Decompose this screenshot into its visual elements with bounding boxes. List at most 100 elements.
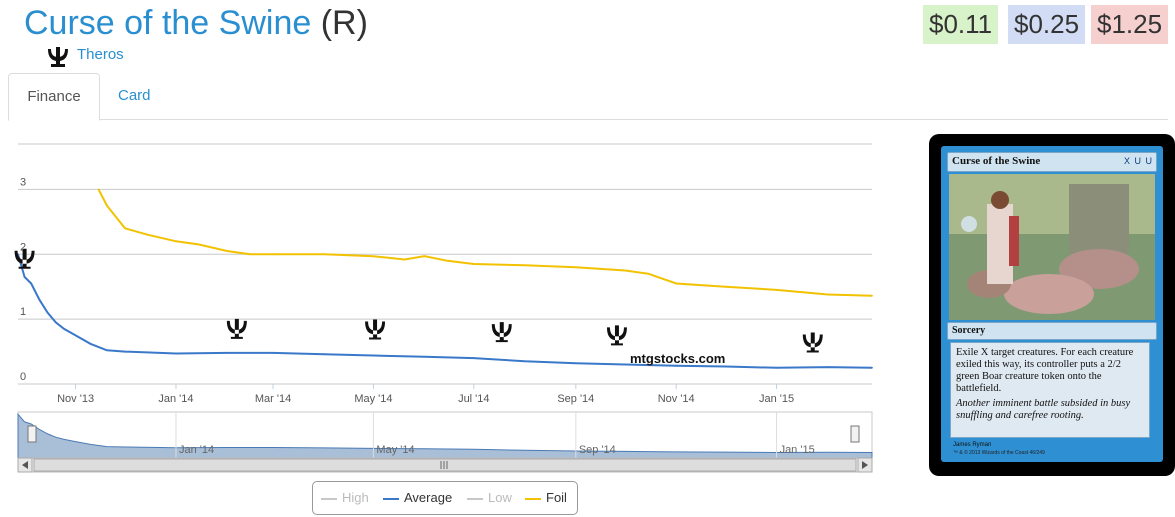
y-tick-label: 1: [20, 306, 26, 318]
data-point-average: [46, 311, 49, 314]
legend-label-foil: Foil: [546, 490, 567, 505]
data-point-foil: [523, 264, 526, 267]
data-point-average: [523, 360, 526, 363]
x-tick-label: Sep '14: [557, 393, 594, 405]
series-line-foil: [97, 188, 873, 297]
data-point-foil: [249, 253, 251, 256]
data-point-average: [89, 342, 92, 345]
data-point-foil: [871, 294, 873, 297]
data-point-average: [323, 353, 325, 356]
data-point-average: [38, 298, 41, 301]
data-point-average: [675, 364, 678, 367]
scrollbar-grip-icon: [440, 461, 448, 469]
x-tick-label: Jan '14: [158, 393, 193, 405]
navigator-tick-label: Jan '14: [179, 444, 214, 456]
x-tick-label: Jan '15: [759, 393, 794, 405]
card-image-flavor-text: Another imminent battle subsided in busy…: [956, 398, 1131, 421]
x-tick-label: Nov '13: [57, 393, 94, 405]
card-rarity: (R): [320, 4, 368, 42]
data-point-foil: [147, 233, 149, 236]
x-tick-label: May '14: [354, 393, 392, 405]
m15-set-icon: [491, 322, 512, 343]
data-point-average: [63, 327, 65, 330]
card-image-text-box: Exile X target creatures. For each creat…: [950, 342, 1150, 438]
scrollbar-left-arrow-icon: [22, 461, 28, 469]
card-image-copyright: ™ & © 2013 Wizards of the Coast 46/249: [953, 450, 1045, 456]
set-link[interactable]: Theros: [77, 46, 124, 63]
price-high-badge: $1.25: [1091, 5, 1169, 44]
navigator-handle-right[interactable]: [850, 425, 860, 443]
scrollbar-thumb[interactable]: [33, 458, 857, 472]
card-image-artist: James Ryman: [953, 442, 992, 448]
card-image-name: Curse of the Swine: [952, 155, 1041, 167]
journey-into-nyx-set-icon: [365, 319, 386, 340]
legend-label-average: Average: [404, 490, 453, 505]
navigator-tick-label: May '14: [376, 444, 414, 456]
legend-swatch-low: [467, 497, 483, 500]
data-point-foil: [446, 259, 449, 262]
tab-finance[interactable]: Finance: [8, 73, 100, 121]
legend-swatch-average: [383, 497, 399, 500]
data-point-foil: [624, 269, 627, 272]
legend-item-high[interactable]: High: [321, 490, 369, 506]
data-point-average: [775, 366, 778, 369]
y-tick-label: 2: [20, 241, 26, 253]
data-point-average: [472, 357, 475, 359]
card-image: Curse of the Swine X U U Sorcery Exile X…: [929, 134, 1175, 476]
data-point-average: [54, 321, 57, 324]
data-point-average: [624, 363, 627, 366]
fate-reforged-set-icon: [802, 332, 823, 353]
data-point-average: [423, 355, 426, 358]
data-point-foil: [198, 243, 200, 246]
navigator-handle-left[interactable]: [27, 425, 37, 443]
data-point-foil: [272, 253, 274, 256]
theros-set-icon: [14, 248, 35, 269]
data-point-average: [23, 276, 26, 278]
price-average-badge: $0.25: [1008, 5, 1086, 44]
data-point-average: [124, 350, 126, 353]
card-image-mana-cost: X U U: [1123, 156, 1153, 166]
card-image-inner: Curse of the Swine X U U Sorcery Exile X…: [941, 146, 1163, 462]
card-title: Curse of the Swine (R): [24, 2, 368, 44]
data-point-average: [826, 366, 829, 369]
data-point-foil: [826, 293, 829, 296]
khans-of-tarkir-set-icon: [606, 325, 627, 346]
scrollbar-right-arrow-icon: [862, 461, 868, 469]
card-name[interactable]: Curse of the Swine: [24, 4, 312, 42]
data-point-average: [871, 366, 873, 369]
navigator-series-area: [17, 412, 873, 459]
card-image-type: Sorcery: [952, 325, 986, 336]
data-point-foil: [226, 250, 228, 252]
price-chart[interactable]: 0 1 2 3 Nov '13 Jan '14 Mar '14 May '14 Jul '14 S…: [0, 120, 880, 480]
y-tick-label: 0: [20, 371, 26, 383]
data-point-average: [372, 354, 375, 357]
data-point-foil: [724, 285, 727, 288]
card-image-name-bar: Curse of the Swine X U U: [947, 152, 1157, 172]
data-point-foil: [423, 255, 426, 258]
data-point-foil: [775, 289, 778, 291]
data-point-average: [724, 365, 727, 368]
data-point-average: [74, 334, 77, 337]
data-point-foil: [647, 272, 650, 275]
data-point-foil: [372, 255, 375, 258]
born-of-the-gods-set-icon: [226, 318, 247, 339]
data-point-foil: [105, 204, 108, 207]
tab-card[interactable]: Card: [118, 87, 151, 104]
data-point-foil: [403, 258, 406, 261]
legend-item-foil[interactable]: Foil: [525, 490, 567, 506]
data-point-foil: [574, 266, 577, 269]
data-point-foil: [175, 240, 177, 243]
tab-bar: Finance Card: [8, 73, 1168, 121]
data-point-foil: [675, 282, 678, 285]
y-tick-label: 3: [20, 176, 26, 188]
data-point-foil: [472, 263, 475, 265]
series-line-average: [17, 254, 873, 369]
card-art-image: [949, 174, 1155, 320]
navigator-tick-label: Jan '15: [780, 444, 815, 456]
legend-swatch-high: [321, 497, 337, 500]
legend-item-low[interactable]: Low: [467, 490, 512, 506]
legend-swatch-foil: [525, 497, 541, 500]
data-point-foil: [323, 253, 325, 256]
chart-legend: High Average Low Foil: [312, 481, 578, 515]
legend-item-average[interactable]: Average: [383, 490, 452, 506]
